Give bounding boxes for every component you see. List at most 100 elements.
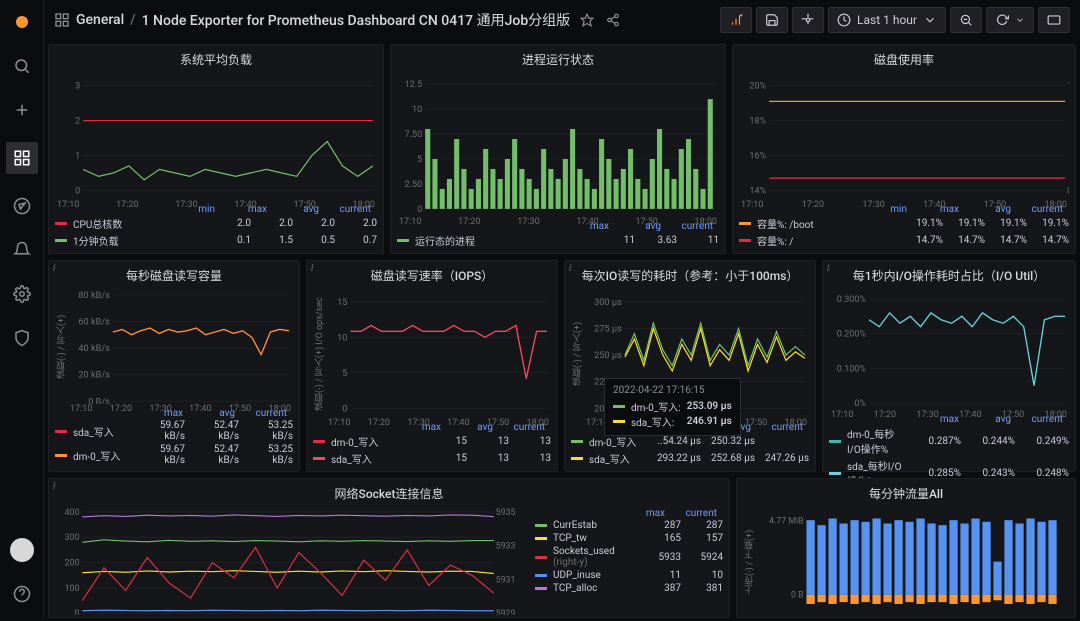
explore-icon[interactable] [10,194,34,218]
svg-text:18%: 18% [749,117,766,127]
tv-button[interactable] [1038,7,1070,33]
svg-text:1: 1 [75,151,80,161]
svg-text:14%: 14% [749,186,766,196]
svg-text:0: 0 [74,609,79,615]
svg-text:0%: 0% [854,399,866,409]
info-icon[interactable]: i [569,263,571,274]
y-axis-label: 读取(-) / 写入(+) I/O ops/sec [313,290,326,418]
legend: maxavgcurrent sda_写入59.67 kB/s52.47 kB/s… [49,406,299,471]
sidebar [0,0,44,618]
settings-button[interactable] [792,7,824,33]
y-axis-label: 读取(-) / 写入(+) [55,290,68,404]
share-icon[interactable] [606,13,620,27]
panel-title: 系统平均负载 [49,45,383,70]
info-icon[interactable]: i [53,263,55,274]
svg-text:5929: 5929 [496,609,516,615]
svg-text:5: 5 [417,155,422,165]
svg-text:4.77 MiB: 4.77 MiB [769,517,803,527]
info-icon[interactable]: i [53,481,55,492]
legend: maxcurrent CurrEstab287287TCP_tw165157So… [529,504,729,617]
svg-text:16%: 16% [749,151,766,161]
plus-icon[interactable] [10,98,34,122]
top-actions: Last 1 hour [720,7,1070,33]
y-axis-label: 上传(-) / 下载(+) [743,508,756,615]
avatar[interactable] [10,538,34,562]
shield-icon[interactable] [10,326,34,350]
svg-text:2.50: 2.50 [405,180,423,190]
help-icon[interactable] [10,582,34,606]
search-icon[interactable] [10,54,34,78]
svg-text:5933: 5933 [496,542,516,552]
config-icon[interactable] [10,282,34,306]
panel-socket-info[interactable]: i 网络Socket连接信息 0100200300400592959315933… [48,478,730,618]
chart: 0123 17:1017:2017:3017:4017:5018:00 [49,70,383,202]
breadcrumb[interactable]: General / 1 Node Exporter for Prometheus… [54,10,620,30]
panel-io-util[interactable]: i 每1秒内I/O操作耗时占比（I/O Util） 0% 0.100% 0.200%… [822,260,1076,472]
save-button[interactable] [756,7,788,33]
chart: 14%16%18%20%0%1.00% 17:1017:2017:3017:40… [733,70,1075,202]
svg-text:20 kB/s: 20 kB/s [78,370,110,381]
star-icon[interactable] [580,13,594,27]
svg-text:0: 0 [75,186,80,196]
panel-title: 每分钟流量All [737,479,1075,504]
svg-text:275 µs: 275 µs [594,324,622,335]
logo-icon[interactable] [10,10,34,34]
zoom-out-button[interactable] [950,7,982,33]
breadcrumb-folder: General [76,12,124,28]
svg-text:7.50: 7.50 [405,130,423,140]
svg-text:0 B/s: 0 B/s [88,396,110,404]
chart: 01002003004005929593159335935 [49,504,529,617]
svg-text:300: 300 [65,533,80,543]
svg-text:0.300%: 0.300% [837,295,867,305]
chevron-down-icon [923,13,937,27]
dashboards-icon[interactable] [6,142,38,174]
svg-text:0 B: 0 B [791,591,804,601]
panel-disk-usage[interactable]: 磁盘使用率 14%16%18%20%0%1.00% 17:1017:2017:3… [732,44,1076,254]
svg-text:10: 10 [337,332,347,343]
y-axis-label: 读取(-) / 写入(+) [571,290,584,418]
svg-text:40 kB/s: 40 kB/s [78,343,110,354]
dashboards-small-icon [54,12,70,28]
svg-text:1.00%: 1.00% [1067,82,1069,92]
panel-io-latency[interactable]: i 每次IO读写的耗时（参考：小于100ms） 读取(-) / 写入(+) 20… [564,260,816,472]
panel-disk-iops[interactable]: i 磁盘读写速率（IOPS） 读取(-) / 写入(+) I/O ops/sec… [306,260,558,472]
svg-text:400: 400 [65,508,80,518]
dashboard-title: 1 Node Exporter for Prometheus Dashboard… [142,10,571,30]
refresh-button[interactable] [986,7,1034,33]
svg-text:200: 200 [65,559,80,569]
svg-text:0.200%: 0.200% [837,330,867,340]
panel-disk-rw-bytes[interactable]: i 每秒磁盘读写容量 读取(-) / 写入(+) 0 B/s20 kB/s40 … [48,260,300,472]
clock-icon [837,13,851,27]
chart: 上传(-) / 下载(+) 4.77 MiB 0 B [737,504,1075,617]
timerange-label: Last 1 hour [857,13,917,27]
svg-text:80 kB/s: 80 kB/s [78,290,110,301]
panel-process-state[interactable]: 进程运行状态 02.5057.501012.5 17:1017:2017:301… [390,44,726,254]
chart: 0%0.100%0.200%0.300% 17:1017:2017:3017:4… [823,286,1075,412]
topbar: General / 1 Node Exporter for Prometheus… [44,0,1080,40]
svg-text:300 µs: 300 µs [594,297,622,308]
svg-text:200 µs: 200 µs [594,403,622,414]
info-icon[interactable]: i [311,263,313,274]
panel-title: 网络Socket连接信息 [49,479,729,504]
info-icon[interactable]: i [827,263,829,274]
svg-text:250 µs: 250 µs [594,350,622,361]
svg-text:0: 0 [342,403,347,414]
chart: 读取(-) / 写入(+) 200 µs225 µs250 µs275 µs30… [565,286,815,420]
chart: 读取(-) / 写入(+) 0 B/s 20 kB/s 40 kB/s 60 kB/s… [49,286,299,406]
chart: 读取(-) / 写入(+) I/O ops/sec 051015 17:1017… [307,286,557,420]
svg-text:60 kB/s: 60 kB/s [78,317,110,328]
timerange-button[interactable]: Last 1 hour [828,7,946,33]
panel-title: 每次IO读写的耗时（参考：小于100ms） [565,261,815,286]
svg-text:0: 0 [417,205,422,215]
chevron-down-icon [1015,13,1025,27]
panel-title: 每1秒内I/O操作耗时占比（I/O Util） [823,261,1075,286]
panel-traffic[interactable]: 每分钟流量All 上传(-) / 下载(+) 4.77 MiB 0 B [736,478,1076,618]
alerting-icon[interactable] [10,238,34,262]
add-panel-button[interactable] [720,7,752,33]
svg-text:12.5: 12.5 [405,80,423,90]
chart: 02.5057.501012.5 17:1017:2017:3017:4017:… [391,70,725,219]
panel-title: 磁盘读写速率（IOPS） [307,261,557,286]
svg-text:0%: 0% [1067,186,1069,196]
panel-system-load[interactable]: 系统平均负载 0123 17:1017:2017:3017:4017:5018:… [48,44,384,254]
svg-text:0.100%: 0.100% [837,364,867,374]
